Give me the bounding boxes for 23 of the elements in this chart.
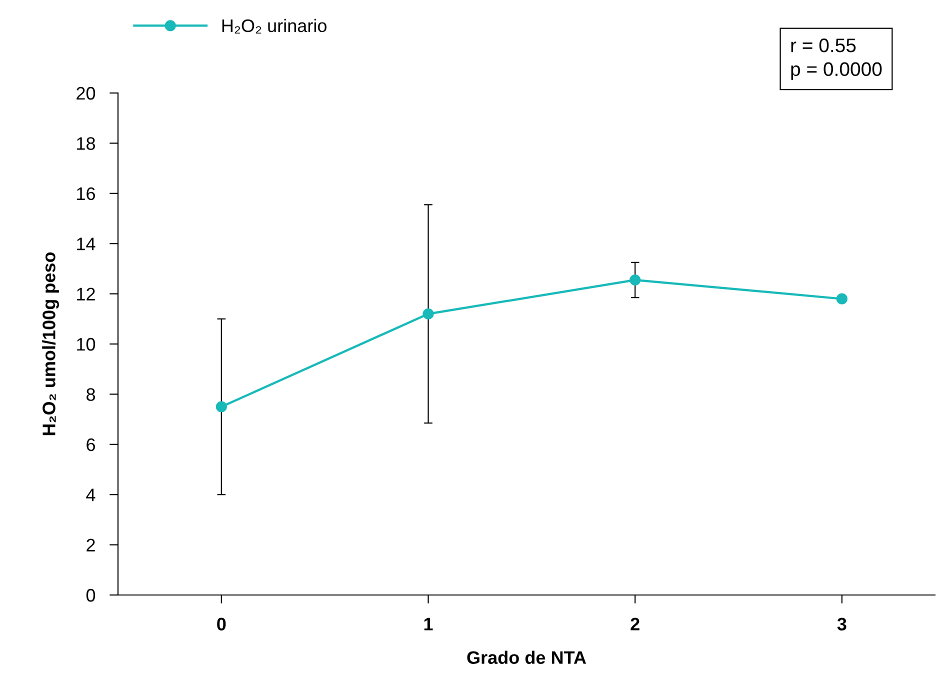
x-axis-title: Grado de NTA xyxy=(467,650,586,664)
y-tick-label: 2 xyxy=(86,538,95,552)
y-tick-label: 8 xyxy=(86,388,95,401)
y-tick-label: 20 xyxy=(76,86,96,100)
y-tick-label: 14 xyxy=(77,238,96,250)
point xyxy=(630,274,641,286)
y-tick-label: 4 xyxy=(86,488,96,502)
x-tick-label: 0 xyxy=(217,618,226,630)
legend-label: H₂O₂ urinario xyxy=(222,18,326,34)
y-tick-label: 0 xyxy=(86,588,96,602)
point xyxy=(422,308,434,320)
y-axis-title: H₂O₂ umol/100g peso xyxy=(42,252,60,436)
y-tick-label: 12 xyxy=(77,288,95,300)
x-tick-label: 1 xyxy=(424,618,433,630)
y-tick-label: 18 xyxy=(77,137,95,150)
y-tick-label: 16 xyxy=(77,187,95,200)
point xyxy=(216,401,227,412)
y-tick-label: 10 xyxy=(77,338,96,351)
x-tick-label: 2 xyxy=(630,618,640,630)
text: r = 0.55 p = 0.0000 xyxy=(791,38,882,80)
y-tick-label: 6 xyxy=(86,438,95,452)
point xyxy=(836,293,848,304)
x-tick-label: 3 xyxy=(837,618,846,631)
